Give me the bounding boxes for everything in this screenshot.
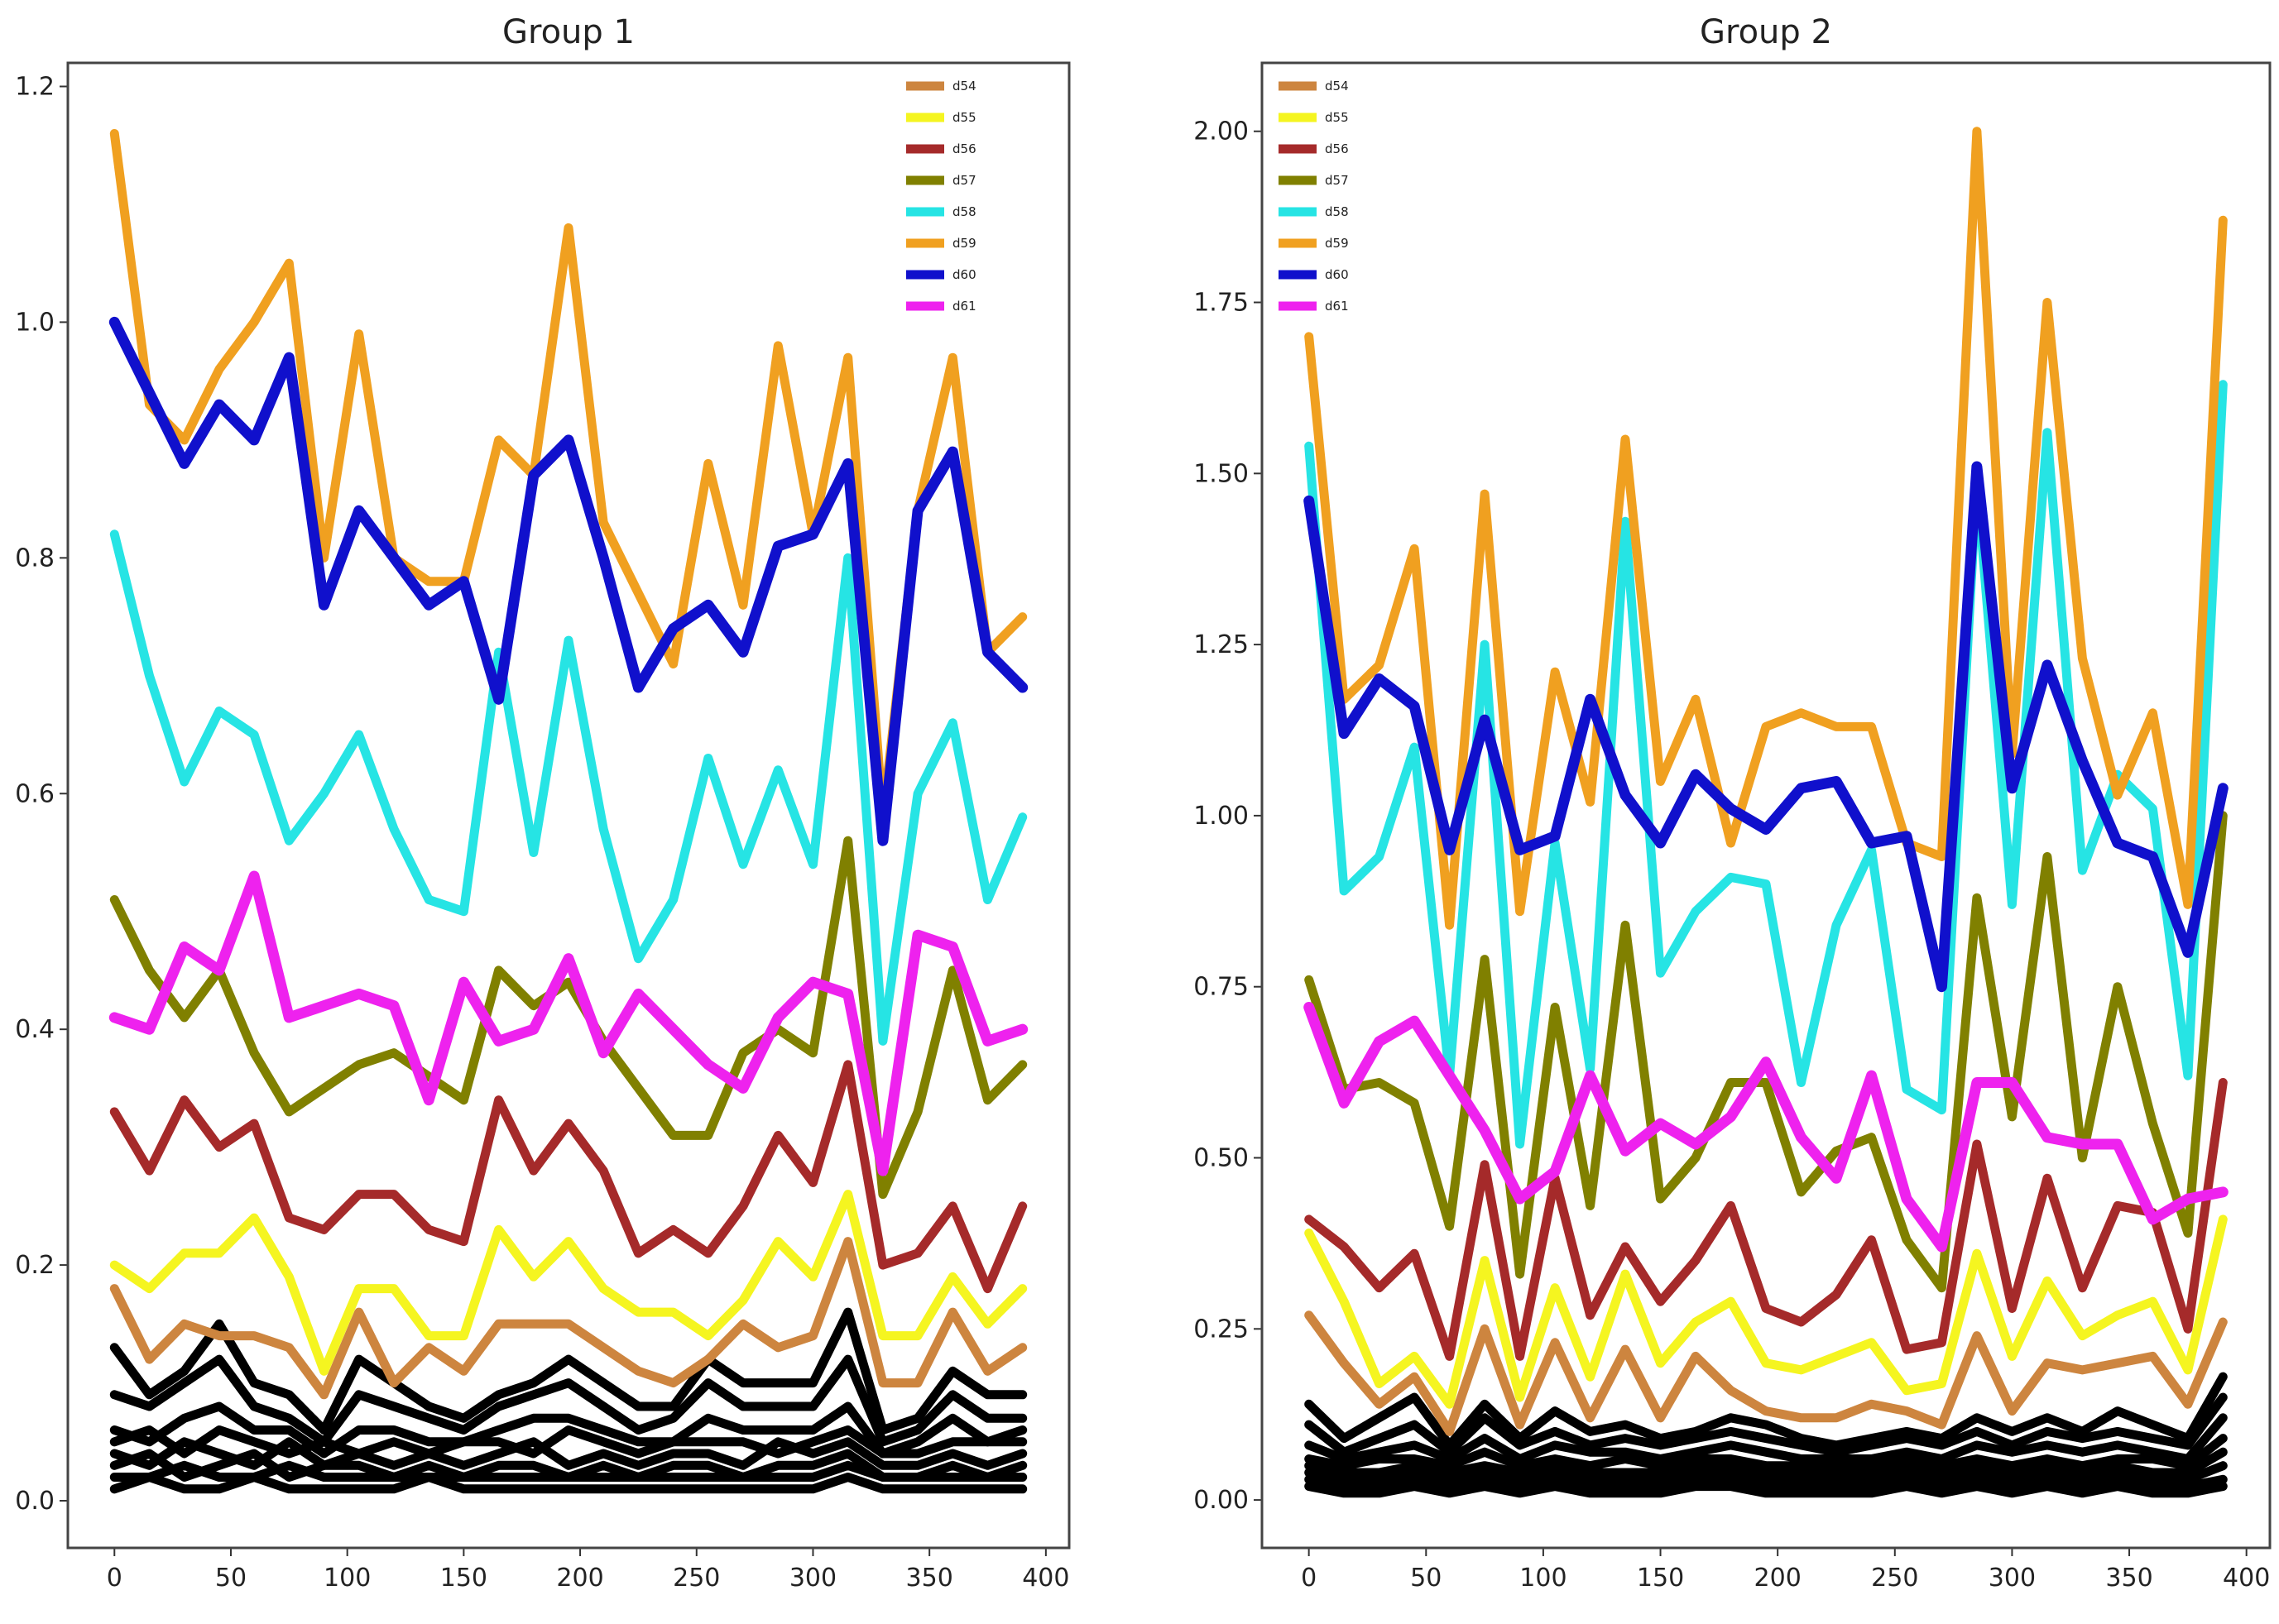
chart-panel-1: Group 1 0 50 100 150 200 250 300 350 400 0.0 0.2 0.4… (15, 13, 1071, 1593)
y-tick-label: 1.75 (1193, 289, 1249, 318)
y-tick-label: 0.75 (1193, 973, 1249, 1002)
series-line-d55 (1304, 1214, 2228, 1409)
x-tick-label: 150 (440, 1564, 487, 1593)
legend-label-d58: d58 (952, 204, 976, 219)
legend-label-d56: d56 (1325, 141, 1349, 156)
background-series-line (109, 1401, 1028, 1459)
y-tick-label: 1.50 (1193, 459, 1249, 488)
series-line-d59 (1304, 127, 2228, 930)
background-series-line (109, 1460, 1028, 1482)
legend-label-d58: d58 (1325, 204, 1349, 219)
series-line-d56 (109, 1060, 1028, 1294)
plot-area (1303, 127, 2229, 1498)
legend-label-d61: d61 (952, 299, 976, 314)
y-tick-label: 0.4 (15, 1015, 55, 1044)
legend-label-d54: d54 (952, 79, 976, 93)
background-series-line (1304, 1461, 2228, 1484)
y-tick-label: 1.00 (1193, 802, 1249, 831)
background-series-line (1304, 1413, 2228, 1464)
y-tick-label: 0.2 (15, 1251, 55, 1280)
axes-frame (66, 61, 1071, 1550)
background-series-line (109, 1473, 1028, 1494)
y-tick-label: 1.0 (15, 308, 55, 337)
x-tick-label: 50 (1410, 1564, 1442, 1593)
legend-label-d57: d57 (1325, 173, 1349, 188)
y-tick-label: 0.50 (1193, 1144, 1249, 1173)
legend-label-d61: d61 (1325, 299, 1349, 314)
chart-title: Group 2 (1700, 13, 1832, 51)
background-series-line (109, 1425, 1028, 1459)
x-tick-label: 150 (1637, 1564, 1684, 1593)
x-tick-label: 200 (1754, 1564, 1802, 1593)
chart-title: Group 1 (502, 13, 635, 51)
axes-frame (1260, 61, 2272, 1550)
background-series-line (1304, 1392, 2228, 1457)
x-tick-label: 400 (2223, 1564, 2270, 1593)
x-tick-label: 200 (556, 1564, 603, 1593)
background-series-line (1304, 1434, 2228, 1471)
background-series-line (109, 1354, 1028, 1447)
y-tick-label: 1.25 (1193, 630, 1249, 659)
background-series-line (1304, 1447, 2228, 1478)
series-line-d55 (109, 1190, 1028, 1376)
background-series-line (1304, 1474, 2228, 1492)
series-line-d54 (1304, 1310, 2228, 1436)
background-series-line (1304, 1482, 2228, 1498)
legend-label-d54: d54 (1325, 79, 1349, 93)
legend-label-d60: d60 (952, 267, 976, 282)
legend-label-d57: d57 (952, 173, 976, 188)
legend-label-d59: d59 (1325, 236, 1349, 251)
x-tick-label: 350 (906, 1564, 953, 1593)
y-tick-label: 2.00 (1193, 117, 1249, 146)
series-line-d61 (1303, 1002, 2229, 1253)
y-tick-label: 0.25 (1193, 1315, 1249, 1344)
legend-label-d55: d55 (1325, 110, 1349, 125)
x-tick-label: 400 (1022, 1564, 1069, 1593)
plot-area (108, 129, 1029, 1494)
series-line-d57 (109, 836, 1028, 1200)
x-tick-label: 350 (2105, 1564, 2152, 1593)
y-tick-label: 0.8 (15, 544, 55, 572)
x-tick-label: 0 (107, 1564, 122, 1593)
x-tick-label: 0 (1301, 1564, 1317, 1593)
series-line-d58 (109, 529, 1028, 1046)
legend-label-d59: d59 (952, 236, 976, 251)
x-tick-label: 300 (789, 1564, 837, 1593)
y-tick-label: 0.0 (15, 1487, 55, 1516)
x-tick-label: 250 (673, 1564, 720, 1593)
series-line-d57 (1304, 811, 2228, 1293)
legend-label-d55: d55 (952, 110, 976, 125)
chart-panel-2: Group 2 0 50 100 150 200 250 300 350 400 0.00 0.25 0… (1193, 13, 2272, 1593)
y-tick-label: 0.6 (15, 779, 55, 808)
series-line-d60 (1303, 461, 2229, 993)
legend-label-d56: d56 (952, 141, 976, 156)
x-tick-label: 250 (1871, 1564, 1918, 1593)
legend: d54 d55 d56 d57 d58 d59 d60 d61 (906, 79, 976, 314)
x-tick-label: 100 (1519, 1564, 1567, 1593)
y-tick-label: 1.2 (15, 72, 55, 101)
x-tick-label: 100 (324, 1564, 371, 1593)
series-line-d56 (1304, 1078, 2228, 1361)
x-tick-label: 50 (215, 1564, 247, 1593)
series-line-d60 (108, 316, 1029, 846)
x-tick-label: 300 (1989, 1564, 2036, 1593)
background-series-line (1304, 1372, 2228, 1450)
legend: d54 d55 d56 d57 d58 d59 d60 d61 (1279, 79, 1349, 314)
legend-label-d60: d60 (1325, 267, 1349, 282)
background-series-line (109, 1307, 1028, 1435)
series-line-d61 (108, 870, 1029, 1176)
series-line-d54 (109, 1237, 1028, 1400)
y-tick-label: 0.00 (1193, 1486, 1249, 1515)
